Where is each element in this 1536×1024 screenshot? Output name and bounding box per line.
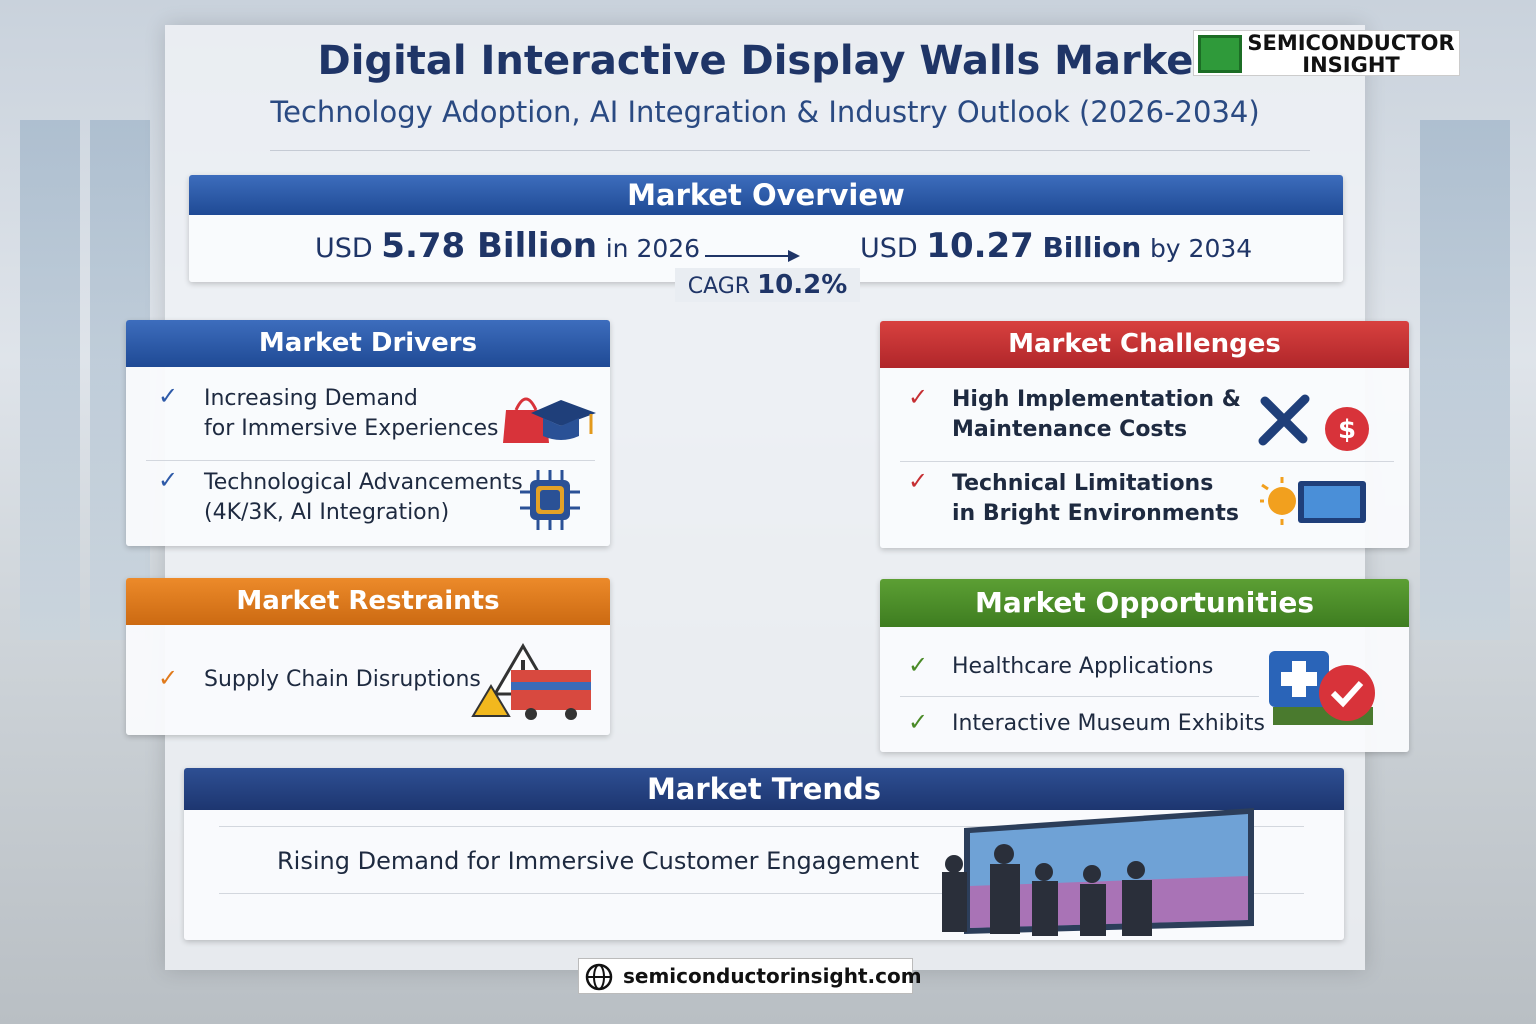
globe-icon <box>585 963 613 991</box>
list-item: Increasing Demand for Immersive Experienc… <box>204 384 498 444</box>
line: (4K/3K, AI Integration) <box>204 500 450 525</box>
logo-text: INSIGHT <box>1302 53 1400 77</box>
separator <box>146 460 595 461</box>
list-item: Interactive Museum Exhibits <box>952 709 1265 739</box>
section-heading: Market Opportunities <box>880 579 1409 627</box>
line: Increasing Demand <box>204 386 418 411</box>
separator <box>219 893 1304 894</box>
divider <box>270 150 1310 151</box>
section-heading: Market Overview <box>189 175 1343 215</box>
check: ✓ <box>908 383 929 411</box>
check: ✓ <box>158 382 179 410</box>
line: Technical Limitations <box>952 471 1214 496</box>
subtitle: Technology Adoption, AI Integration & In… <box>270 95 1260 129</box>
line: Rising Demand for Immersive Customer Eng… <box>277 847 920 875</box>
section-heading: Market Drivers <box>126 320 610 367</box>
challenges-card: Market Challenges ✓ High Implementation … <box>880 321 1409 548</box>
overview-card: Market Overview <box>189 175 1343 282</box>
currency: USD <box>315 233 373 264</box>
amount: 5.78 Billion <box>381 226 598 266</box>
check: ✓ <box>158 664 179 692</box>
line: Healthcare Applications <box>952 654 1214 679</box>
currency: USD <box>860 233 918 264</box>
overview-start: USD 5.78 Billion in 2026 <box>315 226 700 266</box>
check: ✓ <box>908 708 929 736</box>
line: Interactive Museum Exhibits <box>952 711 1265 736</box>
logo-icon <box>1198 35 1242 73</box>
cagr: CAGR 10.2% <box>675 268 860 302</box>
line: Supply Chain Disruptions <box>204 667 481 692</box>
check: ✓ <box>158 466 179 494</box>
list-item: Rising Demand for Immersive Customer Eng… <box>277 846 919 876</box>
line: Maintenance Costs <box>952 417 1188 442</box>
icon-healthcare <box>1269 651 1375 725</box>
line: Technological Advancements <box>204 470 523 495</box>
opportunities-card: Market Opportunities ✓ Healthcare Applic… <box>880 579 1409 752</box>
list-item: Supply Chain Disruptions <box>204 665 481 695</box>
separator <box>900 696 1259 697</box>
restraints-card: Market Restraints ✓ Supply Chain Disrupt… <box>126 578 610 735</box>
icon-tools-cost: $ <box>1258 394 1369 451</box>
cagr-value: 10.2% <box>757 270 848 300</box>
icon-sun-screen <box>1260 477 1366 525</box>
trends-card: Market Trends Rising Demand for Immersiv… <box>184 768 1344 940</box>
svg-text:$: $ <box>1338 415 1356 445</box>
list-item: Healthcare Applications <box>952 652 1213 682</box>
cagr-label: CAGR <box>687 274 751 299</box>
check: ✓ <box>908 651 929 679</box>
icon-chip <box>520 470 580 530</box>
year: by 2034 <box>1149 234 1253 263</box>
separator <box>900 461 1394 462</box>
url-text: semiconductorinsight.com <box>623 964 922 988</box>
unit: Billion <box>1042 231 1142 264</box>
section-heading: Market Challenges <box>880 321 1409 368</box>
section-heading: Market Restraints <box>126 578 610 625</box>
line: High Implementation & <box>952 387 1241 412</box>
logo-text: SEMICONDUCTOR <box>1247 31 1455 55</box>
section-heading: Market Trends <box>184 768 1344 810</box>
list-item: High Implementation & Maintenance Costs <box>952 385 1241 445</box>
icon-display-wall <box>942 808 1254 936</box>
amount: 10.27 <box>926 226 1034 266</box>
line: in Bright Environments <box>952 501 1239 526</box>
list-item: Technological Advancements (4K/3K, AI Int… <box>204 468 523 528</box>
background-window <box>1420 120 1510 640</box>
list-item: Technical Limitations in Bright Environme… <box>952 469 1239 529</box>
separator <box>219 826 1304 827</box>
logo: SEMICONDUCTOR INSIGHT <box>1193 30 1460 76</box>
footer-url: semiconductorinsight.com <box>578 958 922 994</box>
title: Digital Interactive Display Walls Market <box>317 38 1213 84</box>
arrow <box>705 250 800 262</box>
drivers-card: Market Drivers ✓ Increasing Demand for Im… <box>126 320 610 546</box>
check: ✓ <box>908 467 929 495</box>
icon-shopping <box>503 397 596 443</box>
overview-end: USD 10.27 Billion by 2034 <box>860 226 1252 266</box>
icon-supply <box>471 643 591 720</box>
background-window <box>20 120 80 640</box>
line: for Immersive Experiences <box>204 416 499 441</box>
year: in 2026 <box>605 234 701 263</box>
